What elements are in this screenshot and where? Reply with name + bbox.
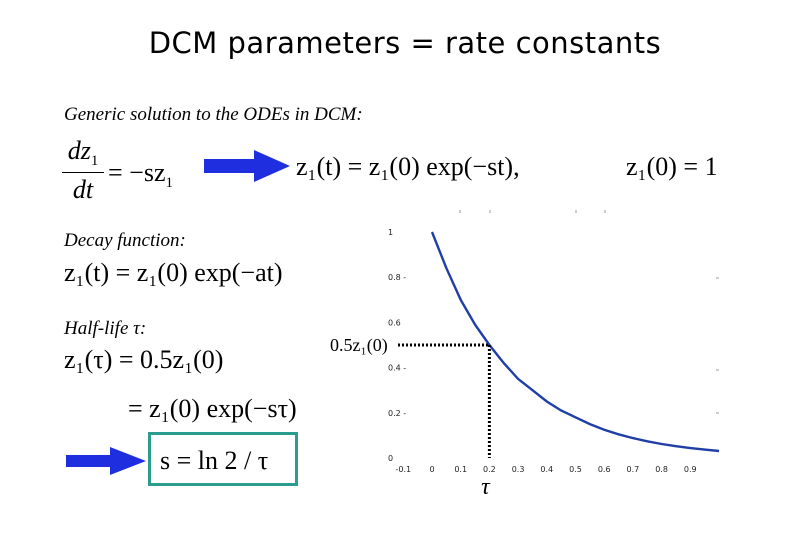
ode-rhs: = −sz1 [108,158,173,191]
x-tick-label: 0.3 [512,465,525,474]
x-tick-label: 0.9 [684,465,697,474]
x-tick-label: 0.7 [627,465,640,474]
result-equation: s = ln 2 / τ [160,446,269,475]
y-tick-label: 0 [388,454,393,463]
decay-curve [430,231,720,453]
arrow-right-icon [66,447,146,475]
half-life-equation-1: z₁(τ) = 0.5z₁(0) [64,345,224,374]
slide-title: DCM parameters = rate constants [148,26,662,60]
y-tick-label: 0.4 - [388,364,406,373]
x-tick-label: 0.2 [483,465,496,474]
ode-numerator: dz [67,136,91,165]
y-tick-label: 0.6 [388,318,401,327]
x-tick-label: 0.4 [540,465,553,474]
x-tick-label: 0.1 [454,465,467,474]
decay-function-label: Decay function: [64,230,186,251]
general-solution-equation: z₁(t) = z₁(0) exp(−st), [296,152,520,181]
ode-fraction: dz1 dt [62,136,104,205]
y-tick-label: 0.2 - [388,409,406,418]
y-tick-label: 1 [388,228,393,237]
arrow-right-icon [204,150,290,182]
ode-denominator: dt [72,175,94,204]
result-box [148,432,298,486]
half-value-label: 0.5z₁(0) [330,335,388,356]
x-tick-label: 0.6 [598,465,611,474]
x-axis-label: τ [481,474,491,500]
decay-function-equation: z₁(t) = z₁(0) exp(−at) [64,258,283,287]
y-tick-label: 0.8 - [388,273,406,282]
half-life-equation-2: = z₁(0) exp(−sτ) [128,394,297,423]
decay-chart: -0.1 0 0.1 0.2 0.3 0.4 0.5 0.6 0.7 0.8 0.900.2 -0.… [330,210,720,500]
x-tick-label: -0.1 [395,465,411,474]
half-life-label: Half-life τ: [64,318,147,339]
generic-solution-label: Generic solution to the ODEs in DCM: [64,104,363,125]
initial-condition-equation: z₁(0) = 1 [626,152,718,181]
x-tick-label: 0.8 [655,465,668,474]
x-tick-label: 0.5 [569,465,582,474]
x-tick-label: 0 [429,465,434,474]
